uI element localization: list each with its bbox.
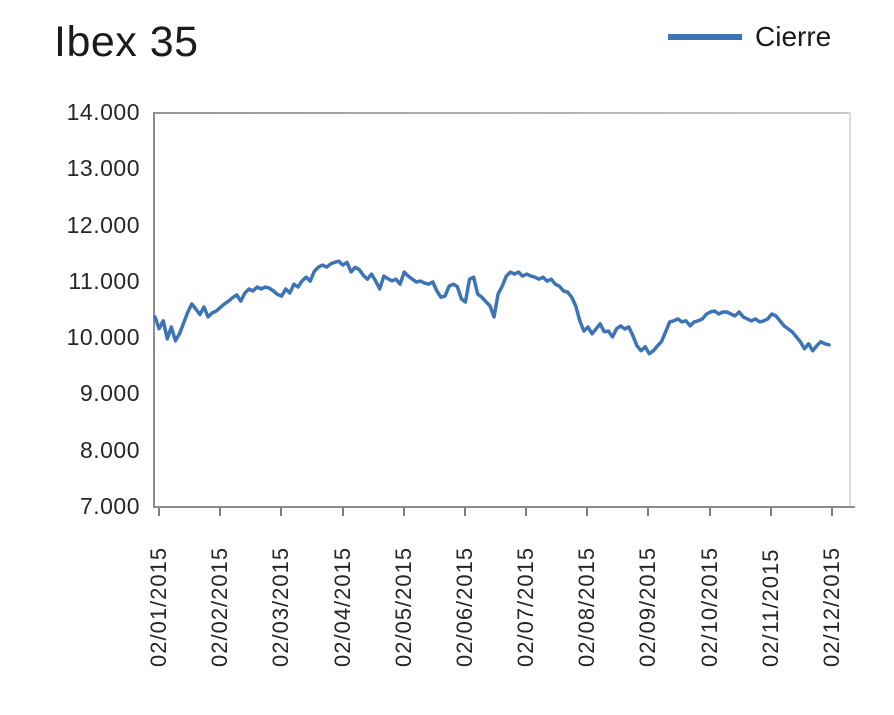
x-axis-tick-mark [769,508,772,516]
x-axis-tick-label: 02/03/2015 [268,546,294,667]
x-axis-tick-mark [463,508,466,516]
legend-label: Cierre [755,21,832,52]
y-axis-tick-label: 10.000 [66,324,140,351]
x-axis-tick-label: 02/10/2015 [696,546,722,667]
x-axis-tick-mark [158,508,160,516]
x-axis-tick-label: 02/06/2015 [451,546,477,667]
x-axis-line [153,506,855,508]
y-axis-tick-label: 12.000 [66,211,140,238]
x-axis-tick-mark [219,508,222,516]
x-axis-tick-mark [647,508,650,516]
y-axis-tick-label: 9.000 [79,380,140,407]
plot-border-right [849,112,851,506]
legend: Cierre [668,20,831,54]
series-line-canvas [153,259,831,356]
y-axis-tick-label: 7.000 [79,493,140,519]
x-axis-tick-mark [831,508,833,516]
x-axis-tick-label: 02/12/2015 [819,546,844,667]
chart-title: Ibex 35 [54,18,199,66]
y-axis-tick-label: 13.000 [66,155,140,182]
plot-border-top [155,112,851,114]
y-axis-tick-label: 8.000 [79,436,140,463]
y-axis-line [153,112,155,508]
x-axis-tick-label: 02/08/2015 [574,546,600,667]
x-axis-tick-mark [402,508,405,516]
x-axis-tick-mark [708,508,711,516]
plot-area [153,112,855,516]
x-axis-tick-mark [586,508,589,516]
x-axis-tick-label: 02/01/2015 [146,546,171,667]
x-axis-tick-label: 02/05/2015 [390,546,416,667]
x-axis-tick-mark [525,508,528,516]
x-axis-tick-label: 02/09/2015 [635,546,661,667]
legend-line-swatch [668,34,742,40]
x-axis-tick-mark [280,508,283,516]
series-line-cierre [153,259,831,356]
x-axis-tick-label: 02/11/2015 [757,548,783,667]
x-axis-tick-mark [341,508,344,516]
y-axis-tick-label: 11.000 [68,267,140,294]
x-axis-tick-label: 02/07/2015 [513,546,539,667]
x-axis-tick-label: 02/04/2015 [329,546,355,667]
y-axis-tick-label: 14.000 [66,99,140,125]
x-axis-tick-label: 02/02/2015 [207,546,233,667]
